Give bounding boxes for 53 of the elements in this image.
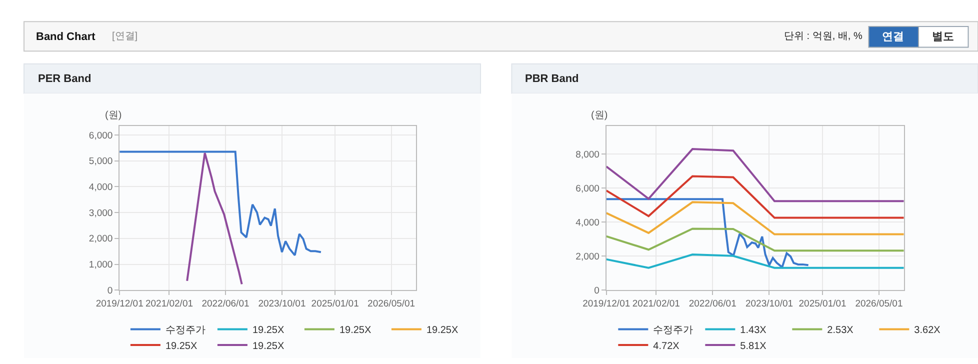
y-tick-label: 6,000	[88, 130, 113, 142]
line-series	[606, 201, 904, 236]
y-tick-label: 8,000	[576, 149, 600, 160]
text: 단위 : 억원, 배, %	[784, 31, 862, 42]
legend-label: 19.25X	[252, 340, 284, 352]
legend-label: 19.25X	[339, 325, 372, 336]
line-series	[606, 148, 904, 202]
y-tick-label: 0	[107, 285, 113, 296]
legend-label: 3.62X	[914, 325, 941, 336]
legend-label: 5.81X	[740, 340, 767, 352]
y-tick-label: 6,000	[576, 183, 600, 194]
y-tick-label: 4,000	[88, 182, 113, 193]
legend-label: 1.43X	[740, 325, 767, 336]
text: 별도	[932, 31, 954, 43]
y-tick-label: 3,000	[88, 208, 113, 219]
line-series	[606, 198, 810, 268]
x-tick-label: 2025/01/01	[798, 298, 846, 310]
line-series	[186, 152, 243, 286]
line-series	[606, 254, 904, 269]
y-tick-label: 4,000	[576, 217, 600, 228]
x-tick-label: 2023/10/01	[745, 298, 794, 310]
text: Band Chart	[36, 31, 96, 43]
y-tick-label: 2,000	[88, 234, 113, 245]
x-tick-label: 2026/05/01	[855, 298, 903, 310]
line-series	[606, 228, 904, 252]
x-tick-label: 2025/01/01	[311, 298, 359, 310]
x-tick-label: 2022/06/01	[202, 298, 250, 310]
x-tick-label: 2022/06/01	[688, 298, 736, 310]
legend-label: 수정주가	[653, 325, 694, 336]
y-axis-title: (원)	[105, 110, 122, 121]
line-series	[120, 150, 322, 256]
x-tick-label: 2021/02/01	[632, 298, 680, 310]
y-tick-label: 1,000	[88, 260, 113, 271]
y-tick-label: 2,000	[576, 251, 600, 262]
y-axis-title: (원)	[591, 110, 608, 121]
legend-label: 19.25X	[252, 325, 284, 336]
text: 연결	[882, 31, 904, 43]
legend-label: 19.25X	[426, 325, 458, 336]
text: [연결]	[112, 31, 138, 42]
y-tick-label: 5,000	[88, 156, 113, 168]
chart-title: PBR Band	[525, 73, 579, 85]
x-tick-label: 2023/10/01	[258, 298, 306, 310]
y-tick-label: 0	[594, 285, 600, 296]
x-tick-label: 2021/02/01	[145, 298, 194, 310]
legend-label: 수정주가	[165, 325, 206, 336]
legend-label: 19.25X	[165, 340, 198, 352]
x-tick-label: 2026/05/01	[368, 298, 416, 310]
legend-label: 2.53X	[827, 325, 854, 336]
x-tick-label: 2019/12/01	[582, 298, 630, 310]
legend-label: 4.72X	[653, 340, 680, 352]
x-tick-label: 2019/12/01	[96, 298, 144, 310]
line-series	[606, 175, 904, 219]
chart-title: PER Band	[38, 73, 92, 85]
